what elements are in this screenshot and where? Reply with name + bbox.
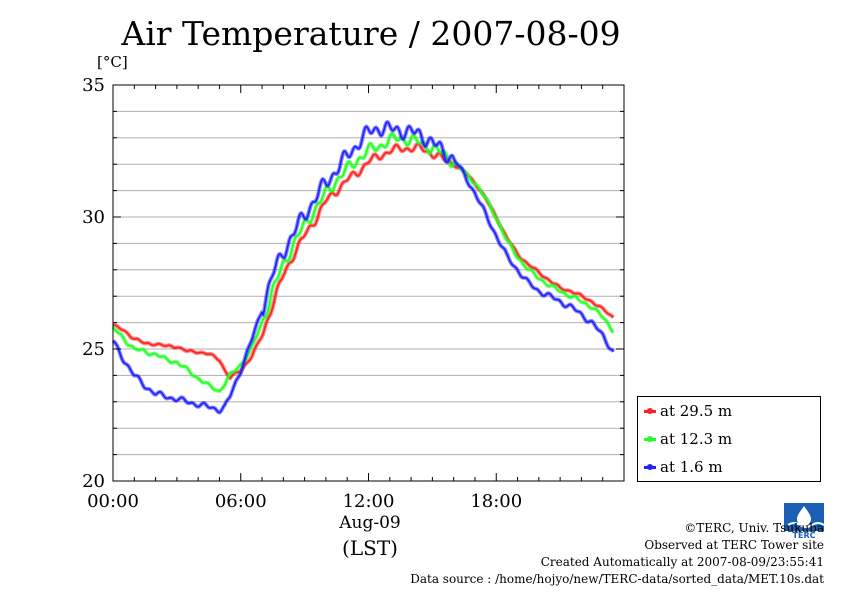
y-tick-label: 35	[82, 75, 105, 96]
credit-site: Observed at TERC Tower site	[644, 538, 824, 552]
logo-text: TERC	[793, 531, 816, 539]
y-axis-unit: [°C]	[97, 53, 128, 71]
x-tick-label: 18:00	[470, 491, 522, 512]
series-line-1-6m	[112, 121, 615, 414]
series-line-12-3m	[112, 132, 614, 393]
legend-item-29-5m: at 29.5 m	[644, 401, 732, 421]
legend: at 29.5 m at 12.3 m at 1.6 m	[637, 396, 821, 482]
series-line-29-5m	[112, 143, 614, 380]
y-tick-label: 20	[82, 471, 105, 492]
axis-ticks: 20 25 30 35 00:00 06:00 12:00 18:00	[82, 75, 625, 512]
x-axis-timezone-label: (LST)	[342, 536, 398, 560]
legend-item-12-3m: at 12.3 m	[644, 429, 732, 449]
legend-label-29-5m: at 29.5 m	[660, 402, 733, 420]
legend-label-12-3m: at 12.3 m	[660, 430, 733, 448]
credit-created: Created Automatically at 2007-08-09/23:5…	[540, 555, 824, 569]
grid-lines	[113, 110, 624, 456]
x-tick-label: 00:00	[87, 491, 139, 512]
x-tick-label: 06:00	[215, 491, 267, 512]
x-tick-label: 12:00	[343, 491, 395, 512]
series-lines	[111, 120, 616, 415]
x-axis-date-label: Aug-09	[339, 513, 401, 533]
y-tick-label: 25	[82, 339, 105, 360]
legend-swatch-1-6m	[644, 463, 656, 470]
legend-swatch-12-3m	[644, 435, 656, 442]
y-tick-label: 30	[82, 207, 105, 228]
terc-logo-icon: TERC	[784, 503, 824, 539]
legend-item-1-6m: at 1.6 m	[644, 457, 723, 477]
chart-title: Air Temperature / 2007-08-09	[121, 14, 621, 53]
legend-swatch-29-5m	[644, 407, 656, 414]
credit-data-source: Data source : /home/hojyo/new/TERC-data/…	[410, 572, 824, 586]
legend-label-1-6m: at 1.6 m	[660, 458, 723, 476]
credit-copyright: ©TERC, Univ. Tsukuba	[684, 521, 824, 535]
